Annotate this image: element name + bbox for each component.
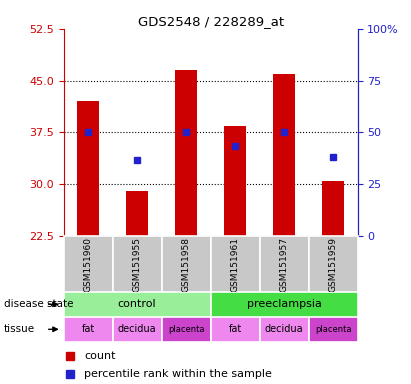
Bar bbox=[64, 292, 210, 317]
Text: placenta: placenta bbox=[315, 325, 351, 334]
Text: fat: fat bbox=[81, 324, 95, 334]
Bar bbox=[210, 236, 260, 292]
Bar bbox=[77, 101, 99, 236]
Text: fat: fat bbox=[229, 324, 242, 334]
Bar bbox=[162, 317, 211, 342]
Text: decidua: decidua bbox=[118, 324, 157, 334]
Text: count: count bbox=[84, 351, 116, 361]
Title: GDS2548 / 228289_at: GDS2548 / 228289_at bbox=[138, 15, 284, 28]
Text: control: control bbox=[118, 299, 157, 310]
Text: GSM151958: GSM151958 bbox=[182, 237, 191, 291]
Text: GSM151959: GSM151959 bbox=[328, 237, 337, 291]
Bar bbox=[273, 74, 295, 236]
Bar bbox=[210, 292, 358, 317]
Text: placenta: placenta bbox=[168, 325, 204, 334]
Bar bbox=[64, 317, 113, 342]
Text: GSM151960: GSM151960 bbox=[84, 237, 93, 291]
Bar bbox=[322, 181, 344, 236]
Bar bbox=[210, 317, 260, 342]
Bar bbox=[309, 317, 358, 342]
Bar bbox=[113, 317, 162, 342]
Text: tissue: tissue bbox=[4, 324, 35, 334]
Bar bbox=[126, 191, 148, 236]
Bar bbox=[113, 236, 162, 292]
Text: GSM151957: GSM151957 bbox=[279, 237, 289, 291]
Bar bbox=[224, 126, 246, 236]
Bar bbox=[260, 236, 309, 292]
Bar bbox=[64, 236, 113, 292]
Text: GSM151955: GSM151955 bbox=[133, 237, 142, 291]
Bar bbox=[260, 317, 309, 342]
Text: decidua: decidua bbox=[265, 324, 303, 334]
Bar bbox=[162, 236, 211, 292]
Text: percentile rank within the sample: percentile rank within the sample bbox=[84, 369, 272, 379]
Bar bbox=[175, 70, 197, 236]
Text: preeclampsia: preeclampsia bbox=[247, 299, 321, 310]
Text: disease state: disease state bbox=[4, 299, 74, 310]
Text: GSM151961: GSM151961 bbox=[231, 237, 240, 291]
Bar bbox=[309, 236, 358, 292]
